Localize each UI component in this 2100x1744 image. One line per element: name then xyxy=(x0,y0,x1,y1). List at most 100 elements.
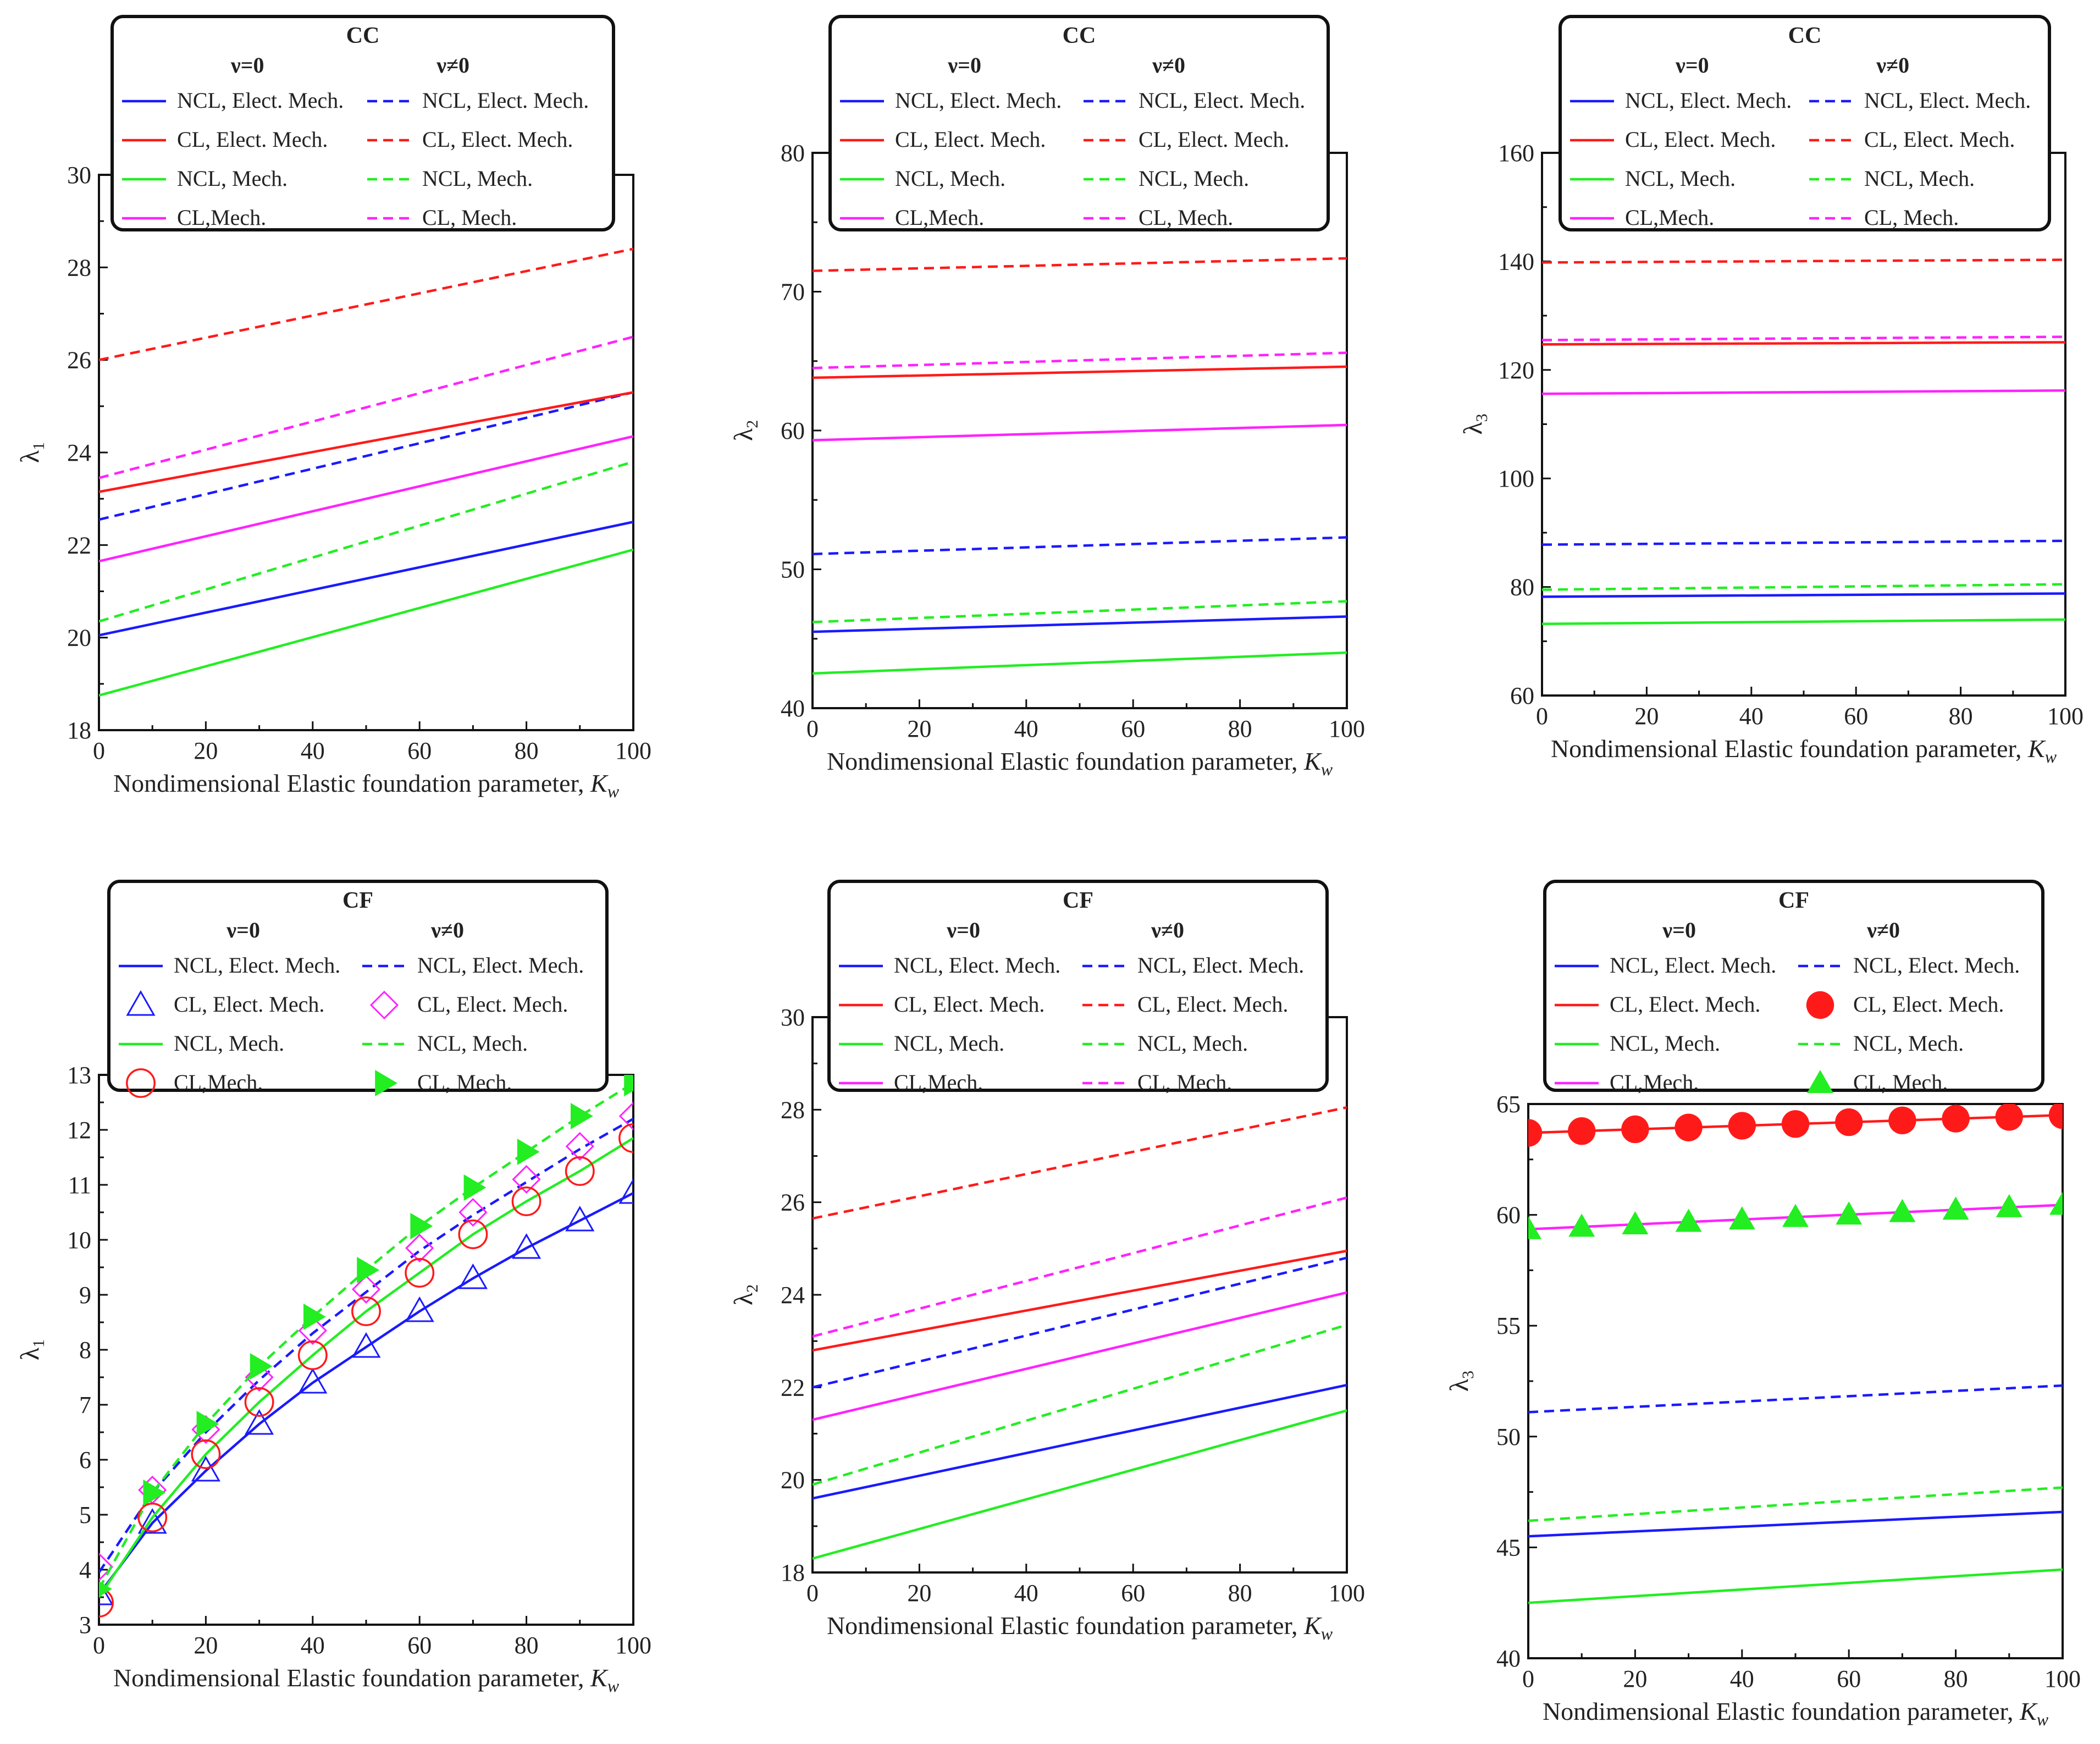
data-point-marker xyxy=(618,1178,633,1204)
legend-marker xyxy=(369,990,399,1020)
data-point-marker xyxy=(1888,1106,1916,1135)
data-point-marker xyxy=(357,1257,379,1283)
series-group xyxy=(99,247,633,697)
y-tick-label: 40 xyxy=(1496,1645,1521,1672)
legend-column-header: ν≠0 xyxy=(1876,53,1909,78)
x-axis-label-subscript: w xyxy=(2045,747,2057,766)
y-tick-label: 24 xyxy=(67,439,91,466)
x-tick-label: 60 xyxy=(407,737,432,764)
y-axis-label: λ3 xyxy=(1445,1371,1477,1392)
data-point-marker xyxy=(517,1139,540,1165)
x-axis-label-symbol: K xyxy=(590,1664,609,1692)
data-point-marker xyxy=(244,1387,274,1417)
chart-panel-4: 0 20 40 60 80 100 3 4 5 6 7 8 9 10 11 12 13 Nondimensiona… xyxy=(15,880,651,1696)
legend-label: NCL, Mech. xyxy=(417,1031,528,1056)
y-tick-label: 60 xyxy=(1496,1202,1521,1229)
data-point-marker xyxy=(1836,1201,1863,1225)
series-line xyxy=(1528,1384,2063,1414)
x-tick-label: 100 xyxy=(615,1632,651,1659)
y-axis-label-subscript: 3 xyxy=(1473,413,1491,422)
data-point-marker xyxy=(1728,1112,1756,1140)
y-axis-label-symbol: λ xyxy=(15,450,45,463)
y-tick-label: 28 xyxy=(781,1096,805,1123)
x-axis-label-text: Nondimensional Elastic foundation parame… xyxy=(1551,735,2028,763)
data-point-marker xyxy=(1835,1108,1863,1136)
y-tick-label: 3 xyxy=(79,1611,91,1638)
data-point-marker xyxy=(1782,1204,1809,1227)
x-tick-label: 40 xyxy=(1739,703,1764,730)
x-tick-label: 80 xyxy=(515,737,539,764)
series-line xyxy=(99,1137,633,1598)
legend: CC ν=0 ν≠0 NCL, Elect. Mech. NCL, Elect. Mec… xyxy=(1559,15,2051,231)
x-tick-label: 80 xyxy=(1228,715,1252,742)
x-tick-label: 0 xyxy=(93,737,105,764)
x-axis-label-symbol: K xyxy=(1303,1611,1322,1640)
legend-marker xyxy=(375,1070,397,1096)
chart-panel-3: 0 20 40 60 80 100 60 80 100 120 140 160 Nondimension… xyxy=(1458,15,2084,766)
legend-column-header: ν≠0 xyxy=(1152,53,1185,78)
legend-label: NCL, Mech. xyxy=(422,166,533,191)
legend-label: NCL, Mech. xyxy=(1853,1031,1964,1056)
data-point-marker xyxy=(99,1581,112,1597)
legend-label: CL,Mech. xyxy=(1625,205,1714,230)
legend-label: NCL, Elect. Mech. xyxy=(1610,953,1776,978)
legend-marker xyxy=(126,990,156,1016)
data-point-marker xyxy=(405,1233,434,1263)
y-axis-label-subscript: 1 xyxy=(30,1339,48,1348)
y-tick-label: 26 xyxy=(781,1189,805,1216)
series-line xyxy=(99,521,633,637)
chart-panel-5: 0 20 40 60 80 100 18 20 22 24 26 28 30 Nondimensional… xyxy=(729,880,1365,1643)
data-point-marker xyxy=(458,1197,488,1227)
legend-marker xyxy=(126,1068,156,1098)
data-point-marker xyxy=(405,1258,435,1288)
legend-label: NCL, Mech. xyxy=(894,1031,1004,1056)
y-axis-label-symbol: λ xyxy=(1445,1378,1474,1392)
y-tick-label: 40 xyxy=(781,695,805,722)
x-tick-label: 100 xyxy=(615,737,651,764)
series-line xyxy=(99,391,633,493)
legend-label: CL, Elect. Mech. xyxy=(1137,992,1288,1017)
data-point-marker xyxy=(565,1156,595,1186)
series-line xyxy=(1542,618,2065,625)
series-line xyxy=(99,247,633,361)
y-axis-label: λ2 xyxy=(729,420,761,441)
data-point-marker xyxy=(405,1296,434,1322)
x-tick-label: 100 xyxy=(1329,1580,1365,1607)
legend: CF ν=0 ν≠0 NCL, Elect. Mech. NCL, Elect. Mec… xyxy=(107,880,609,1098)
plot-frame xyxy=(1541,152,2066,697)
x-axis-label: Nondimensional Elastic foundation parame… xyxy=(827,747,1333,779)
x-axis-label: Nondimensional Elastic foundation parame… xyxy=(113,1664,620,1696)
data-point-marker xyxy=(410,1213,433,1239)
y-tick-label: 11 xyxy=(68,1172,91,1199)
data-point-marker xyxy=(565,1205,595,1232)
legend-label: NCL, Elect. Mech. xyxy=(177,88,344,113)
data-point-marker xyxy=(1528,1119,1543,1147)
y-tick-label: 80 xyxy=(1510,574,1534,601)
y-tick-label: 55 xyxy=(1496,1312,1521,1339)
y-axis-label-subscript: 1 xyxy=(30,442,48,450)
series-line xyxy=(1542,341,2065,346)
x-tick-label: 20 xyxy=(194,1632,218,1659)
x-tick-label: 40 xyxy=(301,1632,325,1659)
chart-panel-1: 0 20 40 60 80 100 18 20 22 24 26 28 30 Nondimensional… xyxy=(15,15,651,801)
legend-title: CF xyxy=(1778,888,1809,913)
data-point-marker xyxy=(463,1174,487,1201)
y-tick-label: 120 xyxy=(1498,357,1534,384)
y-axis-label-subscript: 3 xyxy=(1459,1371,1477,1379)
data-point-marker xyxy=(351,1274,381,1304)
legend-title: CC xyxy=(346,23,380,48)
data-point-marker xyxy=(512,1164,541,1194)
x-tick-label: 80 xyxy=(1949,703,1973,730)
data-point-marker xyxy=(458,1219,488,1249)
legend-column-header: ν≠0 xyxy=(1151,918,1184,942)
series-line xyxy=(99,1118,633,1574)
series-line xyxy=(813,1291,1347,1421)
x-tick-label: 60 xyxy=(1837,1665,1861,1692)
x-tick-label: 80 xyxy=(1944,1665,1968,1692)
series-line xyxy=(99,1191,633,1596)
y-tick-label: 10 xyxy=(67,1227,91,1254)
data-point-marker xyxy=(2048,1104,2063,1129)
x-tick-label: 0 xyxy=(806,1580,819,1607)
legend-title: CC xyxy=(1063,23,1096,48)
data-point-marker xyxy=(458,1263,488,1289)
